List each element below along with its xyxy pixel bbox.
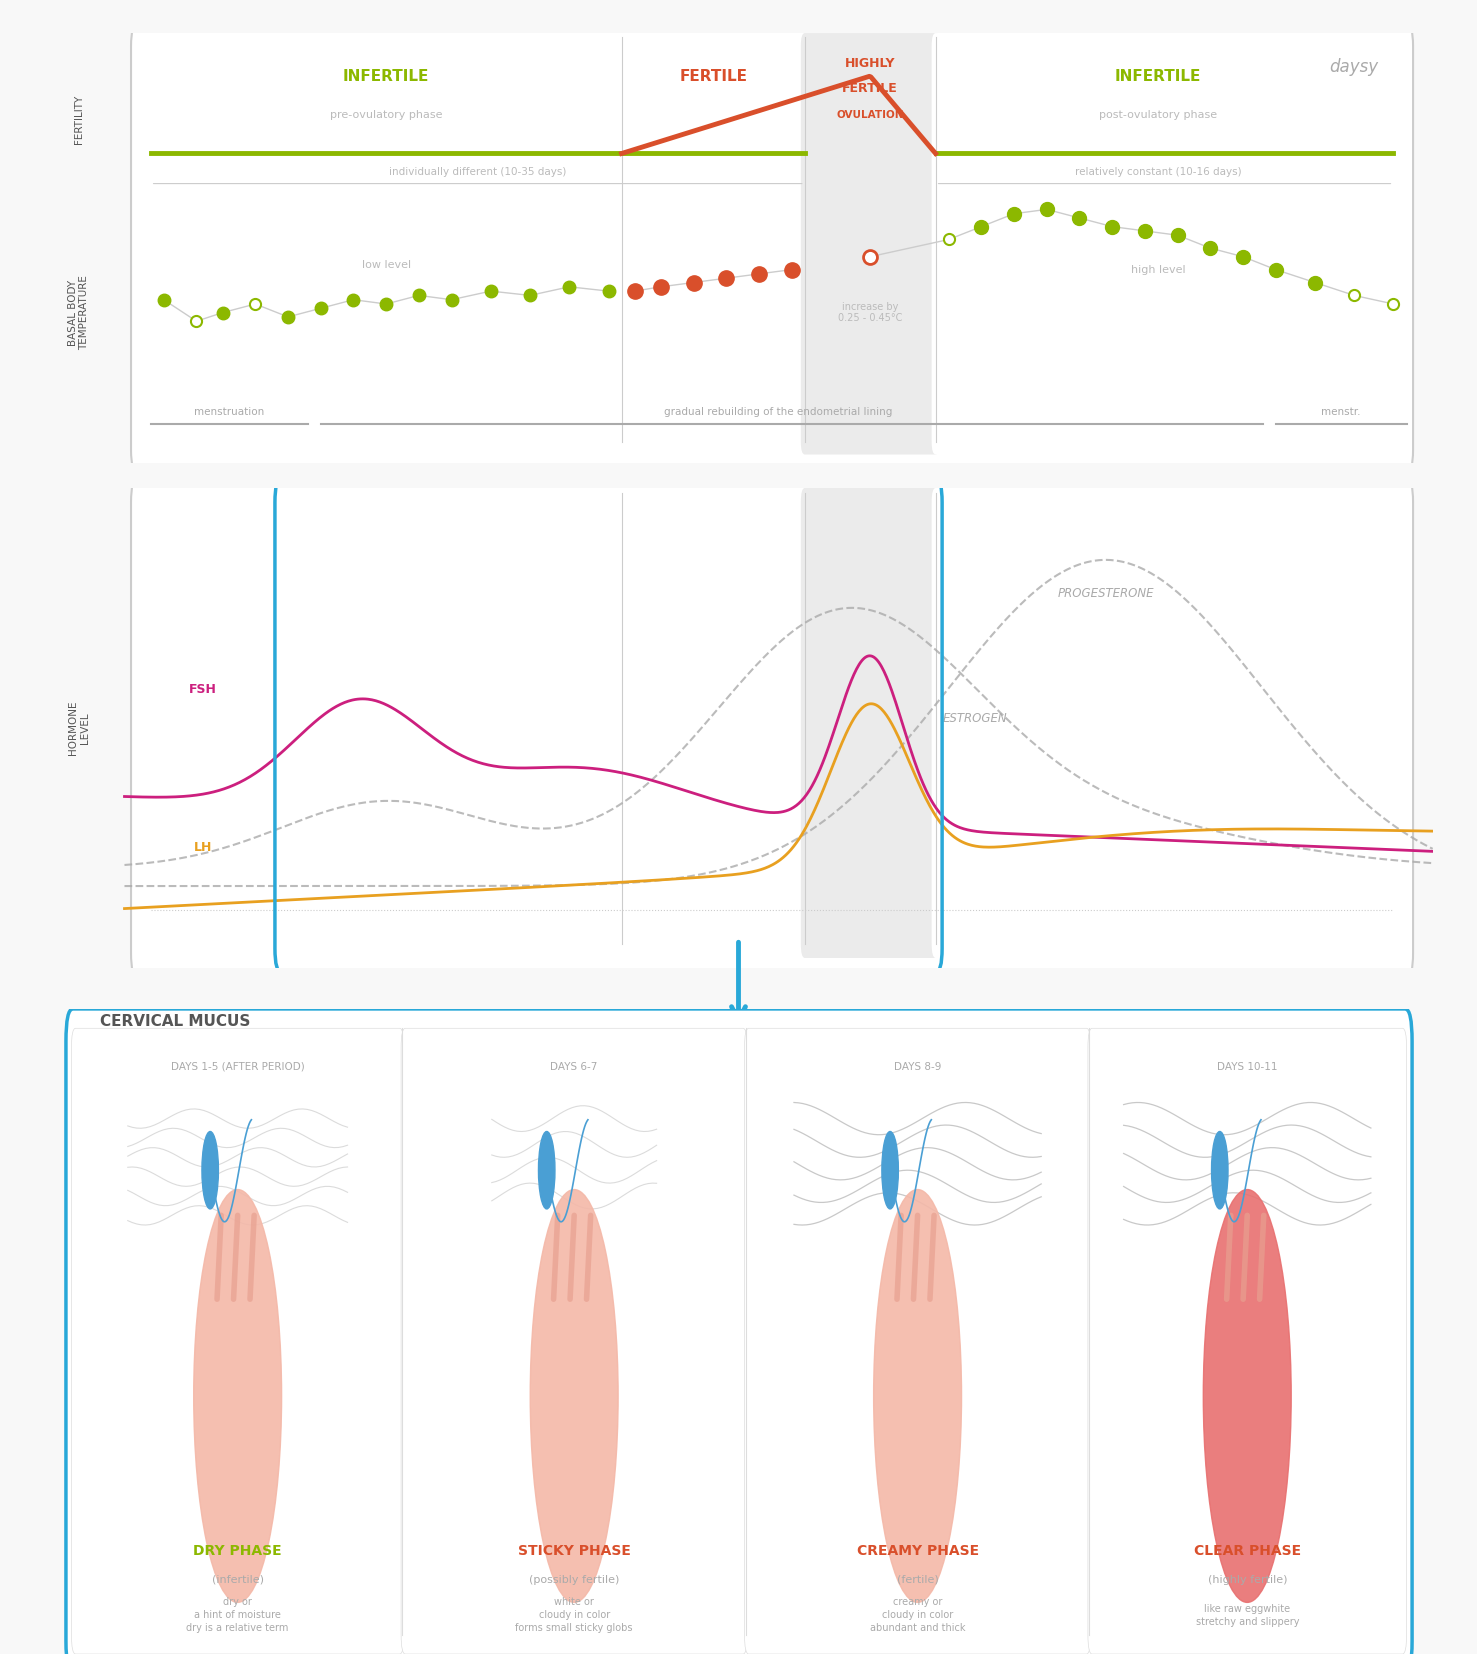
Text: INFERTILE: INFERTILE: [1115, 68, 1201, 84]
Circle shape: [193, 1189, 282, 1603]
Text: high level: high level: [1131, 265, 1185, 275]
Text: FSH: FSH: [189, 683, 217, 696]
FancyBboxPatch shape: [744, 1029, 1090, 1654]
FancyBboxPatch shape: [801, 33, 939, 455]
Circle shape: [539, 1131, 555, 1209]
Text: CREAMY PHASE: CREAMY PHASE: [857, 1543, 979, 1558]
Circle shape: [202, 1131, 219, 1209]
FancyBboxPatch shape: [131, 25, 1413, 471]
FancyBboxPatch shape: [617, 33, 809, 455]
Text: individually different (10-35 days): individually different (10-35 days): [388, 167, 566, 177]
Text: FERTILITY: FERTILITY: [74, 94, 84, 144]
Text: (highly fertile): (highly fertile): [1208, 1575, 1286, 1585]
FancyBboxPatch shape: [1089, 1029, 1406, 1654]
Text: relatively constant (10-16 days): relatively constant (10-16 days): [1075, 167, 1241, 177]
Text: BASAL BODY
TEMPERATURE: BASAL BODY TEMPERATURE: [68, 275, 90, 351]
FancyBboxPatch shape: [146, 33, 626, 455]
Text: CLEAR PHASE: CLEAR PHASE: [1193, 1543, 1301, 1558]
Text: dry or
a hint of moisture
dry is a relative term: dry or a hint of moisture dry is a relat…: [186, 1598, 289, 1634]
Text: daysy: daysy: [1329, 58, 1378, 76]
Text: OVULATION: OVULATION: [836, 109, 904, 119]
Circle shape: [530, 1189, 619, 1603]
FancyBboxPatch shape: [617, 488, 809, 958]
FancyBboxPatch shape: [71, 1029, 403, 1654]
Text: DAYS 10-11: DAYS 10-11: [1217, 1062, 1278, 1072]
Circle shape: [873, 1189, 962, 1603]
Text: LH: LH: [193, 842, 213, 853]
Text: like raw eggwhite
stretchy and slippery: like raw eggwhite stretchy and slippery: [1195, 1604, 1298, 1628]
Text: creamy or
cloudy in color
abundant and thick: creamy or cloudy in color abundant and t…: [870, 1598, 966, 1634]
Text: DAYS 8-9: DAYS 8-9: [894, 1062, 941, 1072]
Text: pre-ovulatory phase: pre-ovulatory phase: [329, 109, 443, 119]
FancyBboxPatch shape: [402, 1029, 747, 1654]
Text: ESTROGEN: ESTROGEN: [942, 711, 1007, 724]
Text: white or
cloudy in color
forms small sticky globs: white or cloudy in color forms small sti…: [515, 1598, 634, 1634]
Text: (possibly fertile): (possibly fertile): [529, 1575, 619, 1585]
Circle shape: [1211, 1131, 1227, 1209]
Circle shape: [1204, 1189, 1291, 1603]
Text: FERTILE: FERTILE: [679, 68, 747, 84]
Text: CERVICAL MUCUS: CERVICAL MUCUS: [100, 1014, 251, 1029]
Text: INFERTILE: INFERTILE: [343, 68, 430, 84]
Text: DAYS 6-7: DAYS 6-7: [551, 1062, 598, 1072]
Text: low level: low level: [362, 260, 411, 270]
FancyBboxPatch shape: [932, 33, 1397, 455]
Text: STICKY PHASE: STICKY PHASE: [518, 1543, 631, 1558]
FancyBboxPatch shape: [66, 1009, 1412, 1654]
Text: HIGHLY: HIGHLY: [845, 56, 895, 69]
FancyBboxPatch shape: [932, 488, 1397, 958]
Text: gradual rebuilding of the endometrial lining: gradual rebuilding of the endometrial li…: [665, 407, 892, 417]
Text: menstr.: menstr.: [1322, 407, 1360, 417]
FancyBboxPatch shape: [801, 488, 939, 958]
Text: post-ovulatory phase: post-ovulatory phase: [1099, 109, 1217, 119]
Circle shape: [882, 1131, 898, 1209]
Text: DAYS 1-5 (AFTER PERIOD): DAYS 1-5 (AFTER PERIOD): [171, 1062, 304, 1072]
Text: increase by
0.25 - 0.45°C: increase by 0.25 - 0.45°C: [837, 301, 902, 324]
Text: FERTILE: FERTILE: [842, 83, 898, 96]
FancyBboxPatch shape: [146, 488, 626, 958]
Text: (fertile): (fertile): [897, 1575, 938, 1585]
Text: HORMONE
LEVEL: HORMONE LEVEL: [68, 701, 90, 754]
Text: PROGESTERONE: PROGESTERONE: [1058, 587, 1154, 600]
Text: (infertile): (infertile): [211, 1575, 264, 1585]
Text: DRY PHASE: DRY PHASE: [193, 1543, 282, 1558]
FancyBboxPatch shape: [131, 478, 1413, 978]
Text: menstruation: menstruation: [193, 407, 264, 417]
